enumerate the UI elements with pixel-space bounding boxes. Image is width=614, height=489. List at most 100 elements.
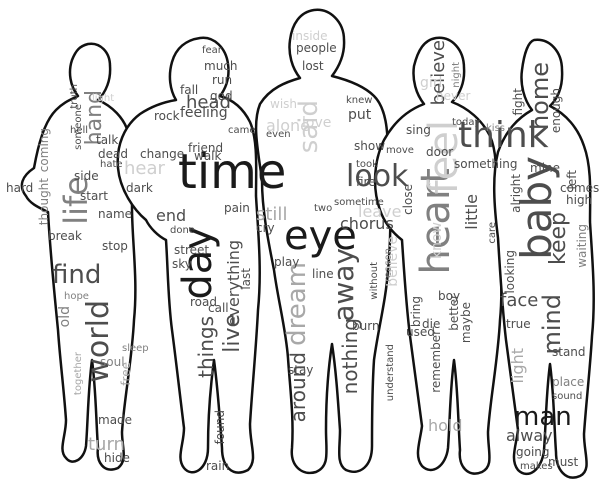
cloud-word: going [516,445,550,459]
cloud-word: fall [180,83,199,97]
cloud-word: true [506,317,531,331]
cloud-word: keep [546,212,571,265]
cloud-word: night [451,62,462,88]
cloud-word: sometime [334,197,384,208]
cloud-word: done [170,225,195,236]
cloud-word: fear [202,45,222,56]
cloud-word: alone [266,116,311,135]
cloud-word: time [178,144,287,200]
cloud-word: sing [406,123,431,137]
cloud-word: enough [549,88,563,134]
silhouette-5 [493,38,595,479]
cloud-word: close [401,184,415,215]
cloud-word: bring [409,296,423,328]
cloud-word: talk [96,133,119,147]
cloud-word: found [213,410,227,445]
cloud-word: light [92,93,115,104]
cloud-word: hope [64,291,89,302]
cloud-word: play [274,255,300,269]
cloud-word: must [548,455,579,469]
cloud-word: side [74,169,99,183]
cloud-word: lost [302,59,324,73]
cloud-word: things [194,316,218,378]
cloud-word: away [327,248,360,322]
cloud-word: man [514,402,572,432]
cloud-word: find [52,260,102,290]
cloud-word: hate [100,159,123,170]
silhouette-2 [116,36,261,474]
cloud-word: rain [206,459,230,473]
cloud-word: sound [552,391,583,402]
cloud-word: hold [428,416,463,435]
cloud-word: comes [560,181,600,195]
cloud-word: kiss [486,123,505,134]
cloud-word: never [436,89,471,103]
cloud-word: hell [70,125,89,136]
cloud-word: change [140,147,185,161]
cloud-word: light [508,348,527,384]
cloud-word: break [48,229,82,243]
cloud-word: eye [284,213,357,259]
cloud-word: start [80,189,108,203]
cloud-word: die [422,317,441,331]
cloud-word: think [458,115,549,156]
cloud-word: old [57,306,73,328]
cloud-word: knew [346,95,373,106]
cloud-word: believe [385,236,401,287]
cloud-word: soul [100,355,125,369]
cloud-word: look [346,159,409,194]
cloud-word: girl [420,75,443,91]
cloud-word: fire [356,175,376,189]
cloud-word: care [487,222,498,244]
cloud-word: leave [358,202,402,221]
cloud-word: something [454,157,518,171]
cloud-word: understand [385,344,396,402]
cloud-word: dark [126,181,153,195]
cloud-word: hide [104,451,130,465]
cloud-word: show [354,139,386,153]
cloud-word: place [552,375,585,389]
cloud-word: walk [194,149,222,163]
cloud-word: end [156,206,187,225]
cloud-word: feeling [180,105,228,121]
cloud-word: dream [282,262,312,346]
cloud-word: rock [154,109,180,123]
cloud-word: cry [256,221,275,235]
cloud-word: used [406,325,435,339]
cloud-word: name [98,207,133,221]
cloud-word: boy [438,289,461,303]
cloud-word: hear [124,158,165,179]
cloud-word: mine [530,161,561,175]
cloud-word: remember [429,330,443,393]
cloud-word: two [314,203,333,214]
cloud-word: chorus [340,214,394,233]
silhouette-3 [254,8,392,475]
cloud-word: together [73,352,84,396]
cloud-word: looking [503,250,517,294]
cloud-word: god [210,89,233,103]
cloud-word: head [186,92,231,113]
cloud-word: without [369,262,380,300]
cloud-word: little [462,194,481,230]
cloud-word: turn [88,434,125,455]
cloud-word: world [81,300,116,383]
cloud-word: free [119,362,133,386]
cloud-word: run [212,73,233,87]
cloud-word: stop [102,239,128,253]
cloud-word: door [426,145,454,159]
cloud-word: street [174,243,210,257]
cloud-word: took [356,159,378,170]
cloud-word: love [302,115,332,131]
cloud-word: wish [270,97,298,111]
cloud-word: face [500,290,539,311]
cloud-word: sleep [122,343,149,354]
cloud-word: people [296,41,337,55]
cloud-word: much [204,59,238,73]
cloud-word: put [348,107,372,123]
cloud-word: alway [506,426,553,445]
cloud-word: stay [288,363,314,377]
cloud-word: maybe [459,302,473,344]
cloud-word: line [312,267,334,281]
